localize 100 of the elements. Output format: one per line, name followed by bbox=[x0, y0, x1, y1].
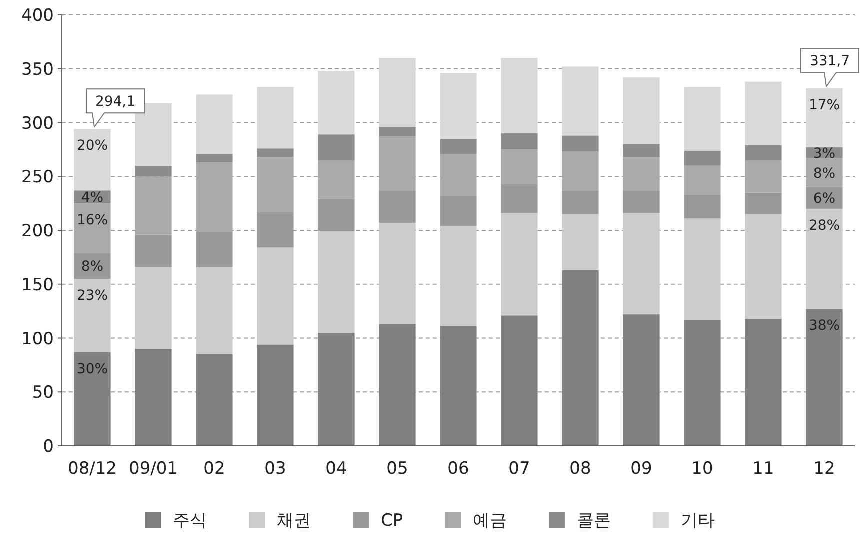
bar bbox=[135, 103, 172, 166]
bar bbox=[562, 152, 599, 191]
bar bbox=[745, 192, 782, 214]
bar bbox=[501, 150, 538, 184]
x-tick-label: 07 bbox=[508, 459, 530, 479]
bar bbox=[318, 71, 355, 135]
bar bbox=[196, 94, 233, 154]
bar bbox=[562, 214, 599, 270]
bar bbox=[379, 127, 416, 137]
x-tick-label: 11 bbox=[752, 459, 774, 479]
annotation: 17% bbox=[808, 97, 840, 114]
bar bbox=[135, 166, 172, 177]
bar bbox=[196, 354, 233, 446]
annotation: 3% bbox=[813, 146, 836, 162]
annotation: 6% bbox=[813, 191, 836, 208]
bar bbox=[806, 208, 843, 310]
annotation: 16% bbox=[76, 212, 108, 229]
bar bbox=[562, 190, 599, 214]
bar bbox=[745, 214, 782, 319]
bar bbox=[623, 190, 660, 214]
x-tick-label: 06 bbox=[448, 459, 470, 479]
bar bbox=[684, 194, 721, 219]
annotation: 294,1 bbox=[95, 94, 136, 110]
y-tick-label: 150 bbox=[22, 275, 54, 296]
y-tick-label: 400 bbox=[22, 6, 54, 26]
legend-label: 예금 bbox=[473, 511, 508, 531]
bar bbox=[440, 138, 477, 154]
bar bbox=[318, 134, 355, 160]
bar bbox=[501, 316, 538, 446]
y-tick-label: 200 bbox=[22, 222, 54, 242]
bar bbox=[806, 309, 843, 446]
x-tick-label: 08/12 bbox=[68, 459, 117, 479]
legend-label: 콜론 bbox=[577, 511, 612, 531]
x-tick-label: 09 bbox=[630, 459, 652, 479]
bar bbox=[623, 77, 660, 144]
legend-label: 주식 bbox=[173, 511, 207, 531]
bar bbox=[379, 190, 416, 223]
annotation: 8% bbox=[81, 259, 104, 276]
legend-label: 기타 bbox=[681, 511, 716, 531]
bar bbox=[379, 58, 416, 128]
bar bbox=[257, 148, 294, 158]
bar bbox=[74, 204, 111, 254]
annotation: 8% bbox=[813, 166, 836, 182]
bar bbox=[196, 162, 233, 232]
bar bbox=[257, 344, 294, 446]
annotation: 23% bbox=[76, 288, 108, 304]
annotation: 30% bbox=[76, 361, 108, 378]
x-tick-label: 04 bbox=[326, 459, 348, 479]
y-tick-label: 300 bbox=[22, 114, 54, 134]
x-tick-label: 12 bbox=[814, 459, 836, 479]
bar bbox=[379, 136, 416, 191]
y-tick-label: 250 bbox=[22, 168, 54, 188]
bar bbox=[684, 150, 721, 166]
annotation: 4% bbox=[81, 190, 104, 206]
bar bbox=[745, 82, 782, 146]
bar bbox=[501, 58, 538, 134]
bar bbox=[318, 332, 355, 446]
legend-label: 채권 bbox=[277, 511, 311, 531]
bar bbox=[562, 136, 599, 152]
bar bbox=[318, 232, 355, 333]
bar bbox=[440, 196, 477, 226]
bar bbox=[745, 145, 782, 160]
y-tick-label: 0 bbox=[43, 437, 54, 457]
bar bbox=[196, 232, 233, 268]
bar bbox=[684, 320, 721, 446]
x-tick-label: 09/01 bbox=[129, 459, 178, 479]
annotation: 331,7 bbox=[810, 54, 850, 70]
bar bbox=[745, 318, 782, 446]
annotation: 28% bbox=[808, 218, 840, 234]
annotation: 20% bbox=[76, 138, 108, 154]
legend-label: CP bbox=[381, 511, 404, 531]
y-tick-label: 50 bbox=[32, 383, 54, 404]
bar bbox=[318, 160, 355, 200]
bar bbox=[684, 166, 721, 195]
bar bbox=[135, 176, 172, 235]
bar bbox=[257, 248, 294, 345]
bar bbox=[684, 218, 721, 320]
bar bbox=[379, 324, 416, 446]
bar bbox=[440, 73, 477, 139]
x-tick-label: 10 bbox=[692, 459, 714, 479]
bar bbox=[135, 267, 172, 350]
bar bbox=[562, 270, 599, 446]
bar bbox=[501, 213, 538, 316]
bar bbox=[74, 352, 111, 446]
y-tick-label: 100 bbox=[22, 329, 54, 350]
bar bbox=[135, 234, 172, 268]
bar bbox=[74, 278, 111, 352]
y-tick-label: 350 bbox=[22, 60, 54, 80]
bar bbox=[501, 134, 538, 150]
bar bbox=[440, 154, 477, 196]
bar bbox=[440, 226, 477, 326]
bar bbox=[623, 157, 660, 191]
bar bbox=[745, 160, 782, 193]
bar bbox=[74, 253, 111, 279]
bar bbox=[379, 222, 416, 324]
bar bbox=[196, 267, 233, 354]
bar bbox=[684, 87, 721, 151]
bar bbox=[257, 157, 294, 212]
bar bbox=[501, 184, 538, 214]
annotation: 38% bbox=[808, 318, 840, 334]
